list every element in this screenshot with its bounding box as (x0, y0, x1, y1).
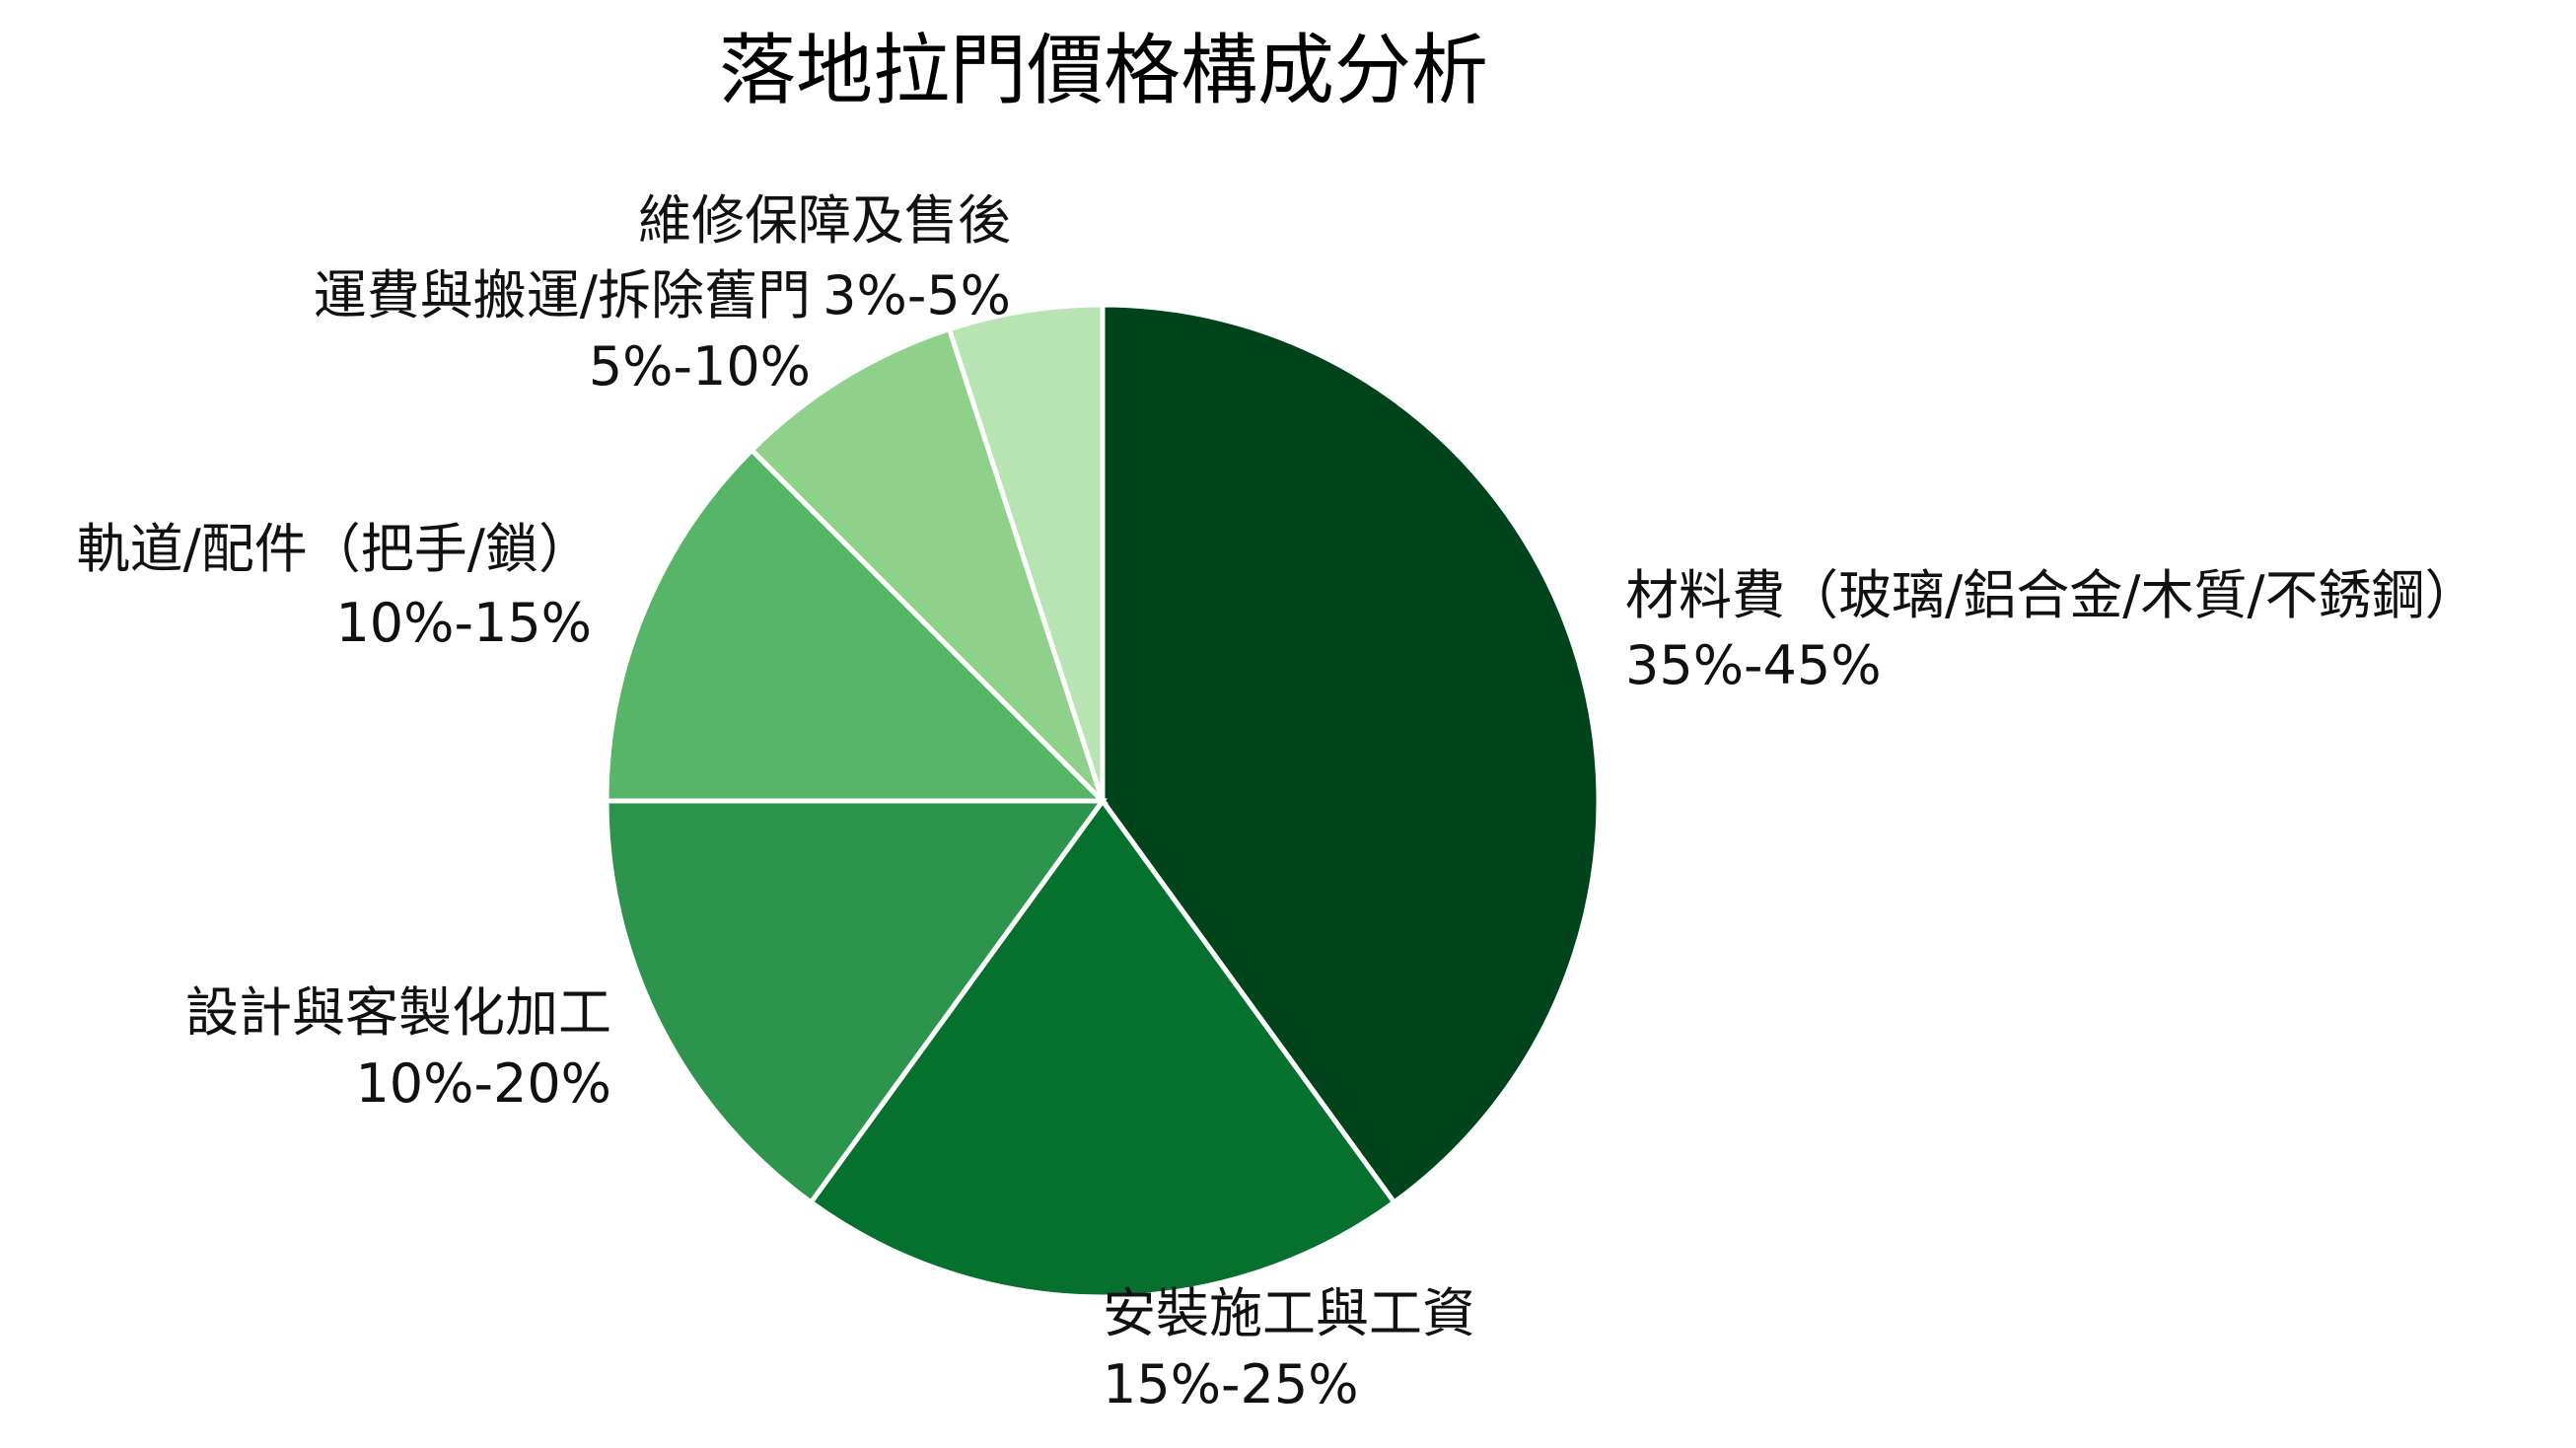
chart-title: 落地拉門價格構成分析 (719, 27, 1488, 115)
slice-range-shipping: 5%-10% (589, 335, 811, 398)
slice-range-installation: 15%-25% (1103, 1353, 1359, 1415)
slice-label-installation: 安裝施工與工資 (1103, 1282, 1475, 1344)
slice-range-materials: 35%-45% (1625, 634, 1882, 696)
slice-label-design: 設計與客製化加工 (185, 981, 611, 1044)
slice-label-maintenance: 維修保障及售後 (638, 189, 1011, 252)
slice-label-hardware: 軌道/配件（把手/鎖） (77, 518, 592, 580)
slice-range-maintenance: 3%-5% (823, 264, 1011, 326)
slice-range-design: 10%-20% (355, 1052, 611, 1115)
pie-slices (604, 302, 1602, 1300)
slice-label-shipping: 運費與搬運/拆除舊門 (314, 264, 811, 326)
pie-slice-installation (807, 796, 1398, 1300)
slice-label-materials: 材料費（玻璃/鋁合金/木質/不銹鋼） (1625, 564, 2478, 626)
slice-range-hardware: 10%-15% (335, 592, 592, 654)
pie-slice-materials (1100, 302, 1602, 1206)
pie-slice-hardware (604, 446, 1109, 804)
pie-slice-maintenance (946, 302, 1106, 802)
pie-slice-design (604, 798, 1108, 1206)
pie-slice-shipping (748, 326, 1106, 803)
